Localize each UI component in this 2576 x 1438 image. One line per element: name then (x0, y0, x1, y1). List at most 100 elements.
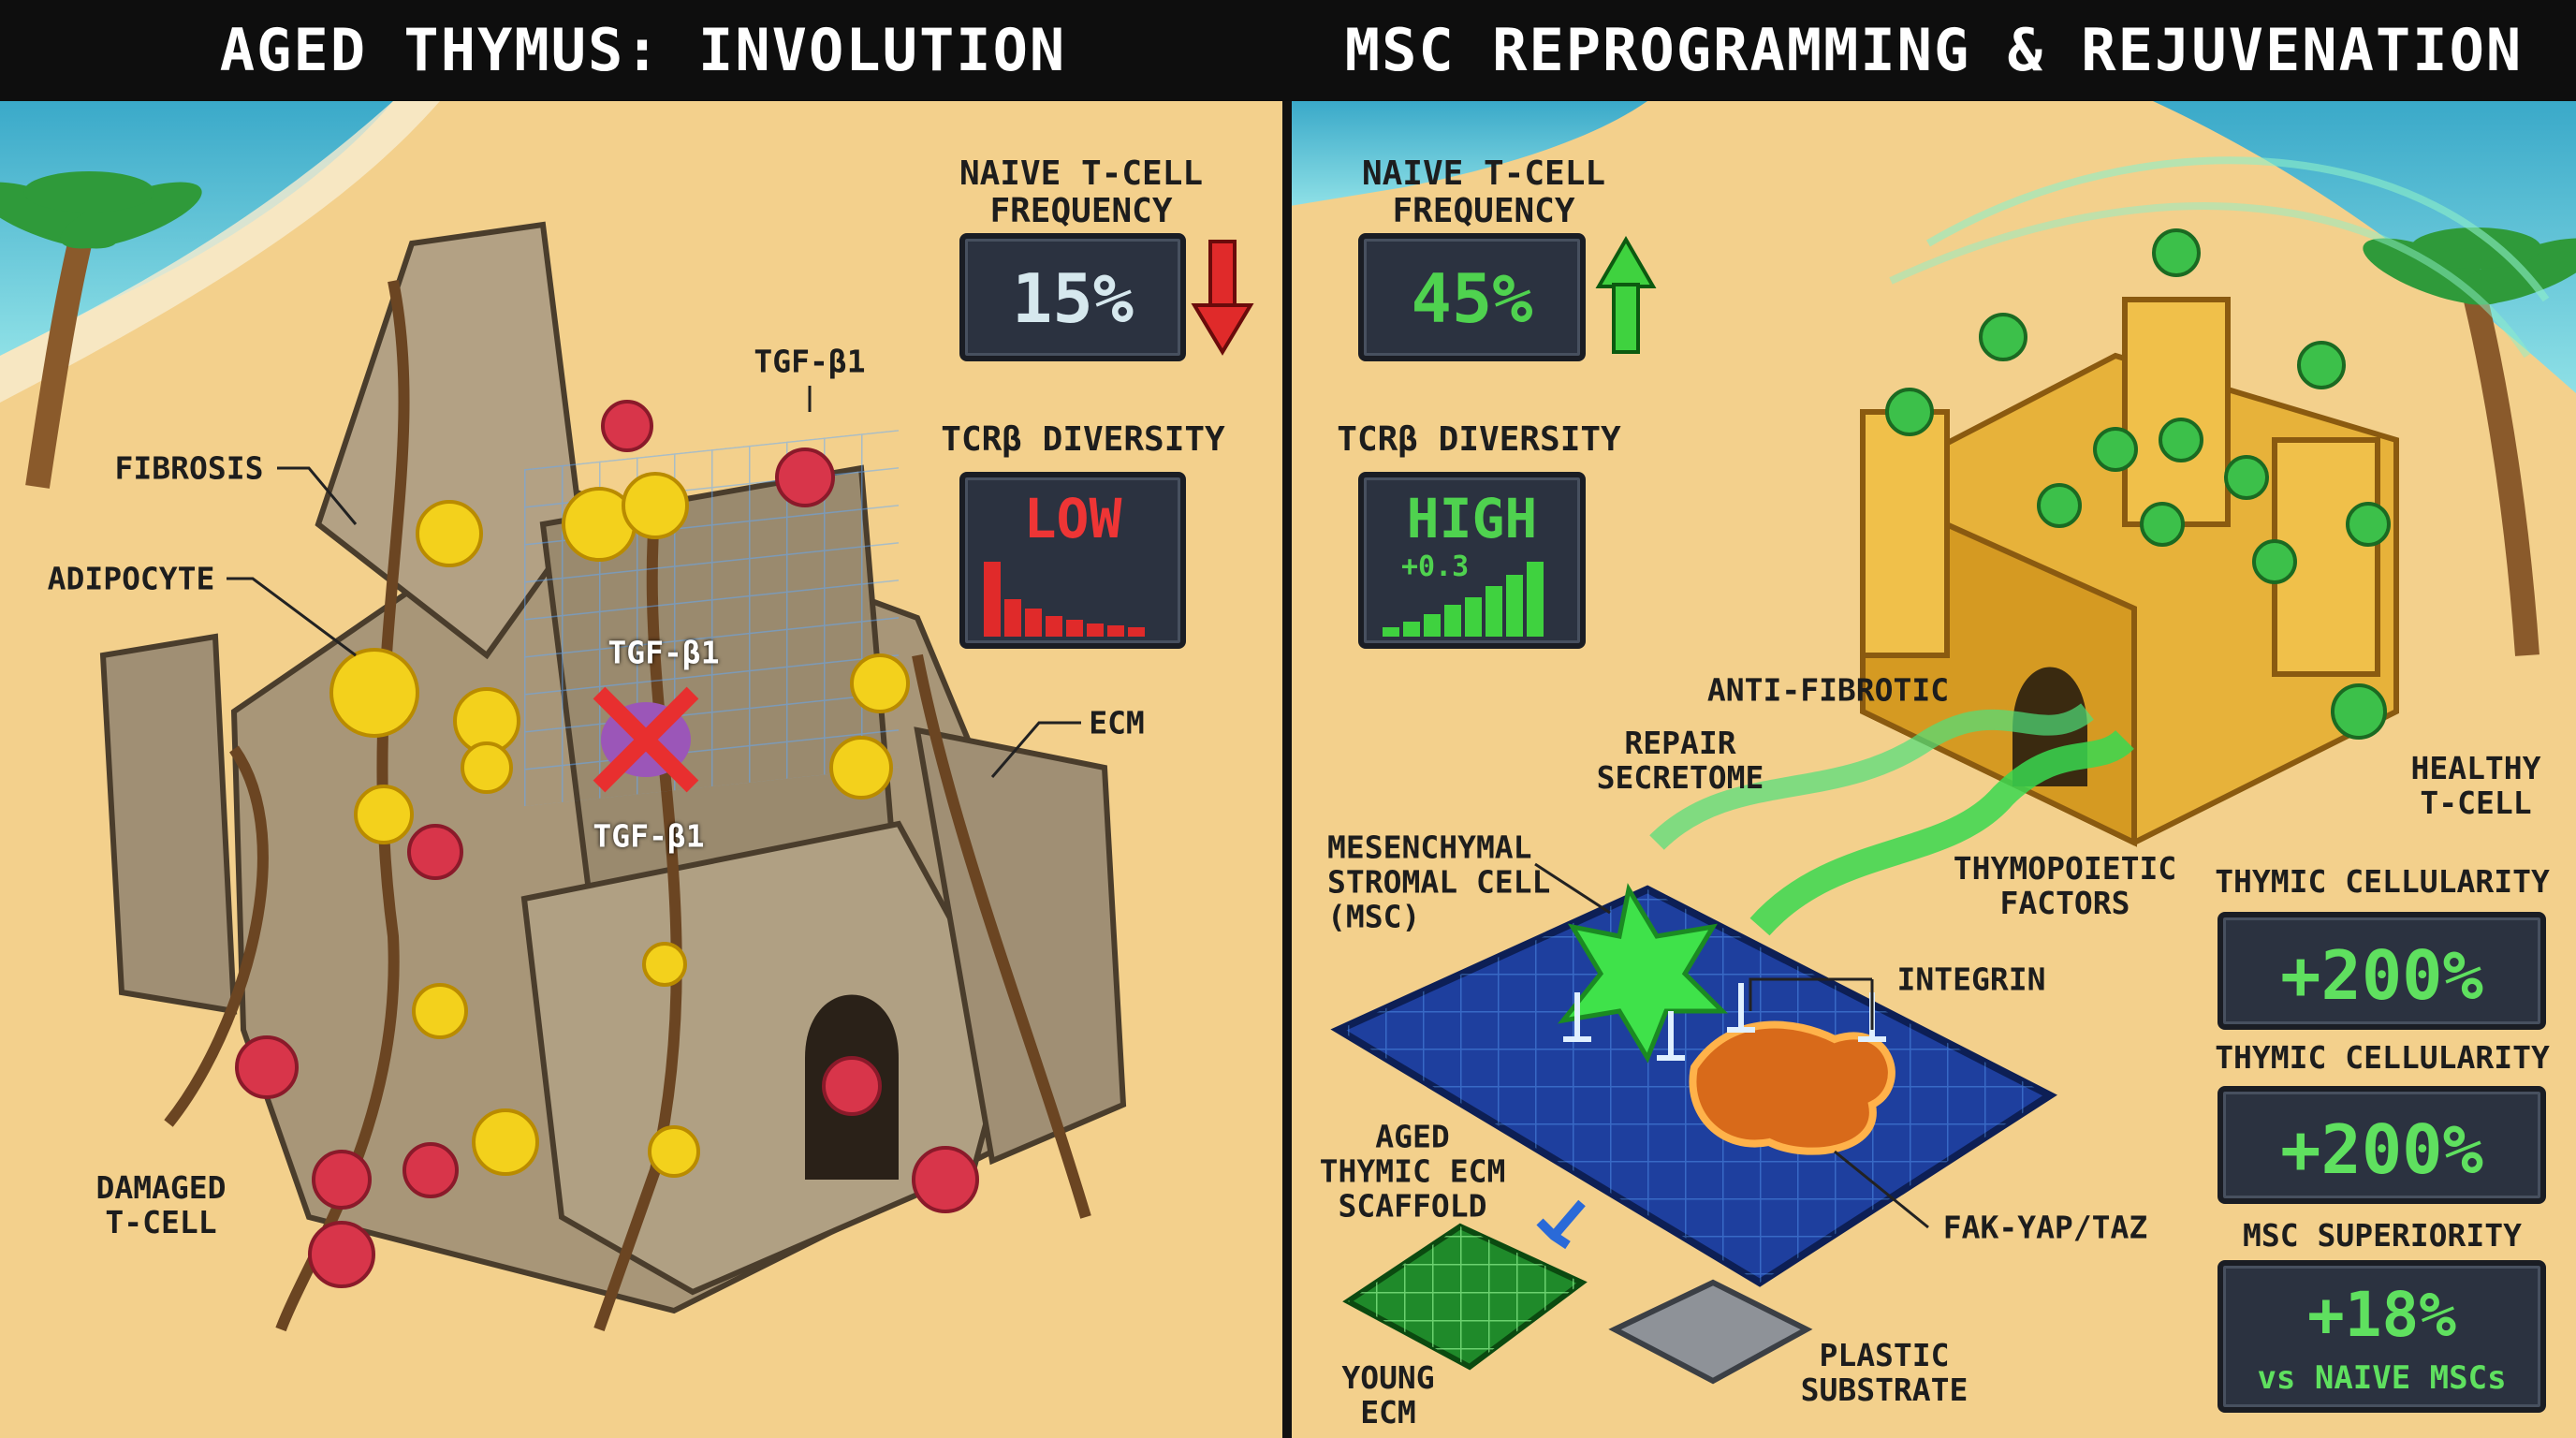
decoration (277, 466, 358, 525)
stat-value: 15% (1011, 259, 1134, 338)
decoration (227, 577, 357, 657)
label: ECM (1089, 704, 1145, 741)
decoration (1527, 562, 1544, 637)
metric-label: THYMIC CELLULARITY (2215, 863, 2550, 900)
decoration (1424, 614, 1441, 637)
label: ADIPOCYTE (47, 560, 215, 597)
decoration (2140, 502, 2185, 547)
decoration (1128, 627, 1145, 637)
mini-histogram (1383, 562, 1544, 637)
metric-value: +200% (2280, 1110, 2483, 1189)
palm-leaves (0, 171, 202, 249)
stat-box: 45% (1358, 233, 1586, 361)
leader-lines (227, 386, 1929, 1229)
decoration (1444, 605, 1461, 637)
decoration (1885, 388, 1934, 436)
decoration (1208, 240, 1237, 309)
stat-box: 15% (959, 233, 1186, 361)
decoration (1191, 303, 1254, 356)
ecm-scaffold (1330, 883, 2057, 1287)
decoration (648, 1125, 700, 1178)
decoration (1612, 283, 1640, 354)
decoration (1749, 977, 1874, 1030)
decoration (593, 686, 699, 793)
line: STROMAL CELL (1327, 863, 1551, 901)
metric-box: +200% (2217, 1086, 2546, 1204)
label: INTEGRIN (1896, 961, 2046, 998)
metric-box: +18% vs NAIVE MSCs (2217, 1260, 2546, 1413)
decoration (407, 824, 463, 880)
label: TGF-β1 (593, 817, 705, 855)
decoration (642, 942, 687, 987)
decoration (1025, 609, 1042, 637)
decoration (354, 785, 414, 844)
line: FREQUENCY (989, 192, 1173, 230)
decoration (775, 448, 835, 507)
stat-label: TCRβ DIVERSITY (941, 420, 1225, 459)
decoration (308, 1221, 375, 1288)
metric-value: +18% (2307, 1279, 2456, 1351)
label: MESENCHYMAL STROMAL CELL (MSC) (1327, 830, 1550, 934)
decoration (601, 400, 653, 452)
decoration (1066, 620, 1083, 637)
line: YOUNG (1341, 1359, 1435, 1396)
line: FACTORS (1999, 885, 2130, 921)
decoration (329, 472, 910, 1178)
divider (1282, 101, 1292, 1438)
decoration (1465, 597, 1482, 637)
line: DAMAGED (95, 1169, 227, 1206)
decoration (164, 745, 269, 1127)
decoration (1534, 862, 1611, 915)
healthy-tcells (1885, 228, 2391, 740)
stat-box: LOW (959, 472, 1186, 649)
metric-label: MSC SUPERIORITY (2242, 1217, 2523, 1254)
stat-value: LOW (1023, 487, 1122, 550)
label: TGF-β1 (607, 634, 720, 671)
young-ecm-grid (1348, 1226, 1582, 1367)
line: NAIVE T-CELL (1361, 154, 1606, 193)
decoration (1557, 883, 1729, 1064)
decoration (2159, 418, 2203, 462)
metric-note: vs NAIVE MSCs (2257, 1359, 2507, 1397)
decoration (1004, 599, 1021, 637)
decoration (2122, 297, 2231, 527)
decoration (822, 1056, 882, 1116)
decoration (1383, 627, 1399, 637)
decoration (1595, 236, 1657, 288)
decoration (472, 1108, 539, 1176)
decoration (1860, 409, 1950, 658)
decoration (60, 182, 202, 249)
stat-value: 45% (1411, 259, 1533, 338)
label: PLASTIC SUBSTRATE (1801, 1338, 1969, 1407)
line: SUBSTRATE (1800, 1372, 1969, 1408)
stat-label: TCRβ DIVERSITY (1337, 420, 1621, 459)
decoration (2272, 437, 2380, 677)
secretome-wave (1749, 729, 2134, 936)
line: T-CELL (2420, 785, 2532, 821)
decoration (912, 653, 1091, 1219)
stat-value: HIGH (1406, 487, 1538, 550)
line: SCAFFOLD (1338, 1187, 1487, 1225)
decoration (1979, 313, 2027, 361)
decoration (1046, 616, 1062, 637)
label: REPAIR SECRETOME (1597, 726, 1764, 795)
decoration (2346, 502, 2391, 547)
line: SECRETOME (1596, 759, 1764, 796)
decoration (2331, 683, 2387, 740)
decoration (1506, 575, 1523, 637)
secretome-wave (1649, 703, 2094, 850)
line: REPAIR (1624, 725, 1736, 761)
decoration (312, 1150, 372, 1210)
metric-box: +200% (2217, 912, 2546, 1030)
header-bar (0, 0, 2576, 101)
decoration (23, 171, 154, 213)
decoration (1486, 586, 1502, 637)
label: AGED THYMIC ECM SCAFFOLD (1320, 1120, 1506, 1224)
decoration (412, 983, 468, 1039)
label: HEALTHY T-CELL (2410, 751, 2540, 820)
damaged-tcells (235, 400, 979, 1288)
panel-title: AGED THYMUS: INVOLUTION (219, 16, 1067, 84)
mini-histogram (984, 562, 1145, 637)
